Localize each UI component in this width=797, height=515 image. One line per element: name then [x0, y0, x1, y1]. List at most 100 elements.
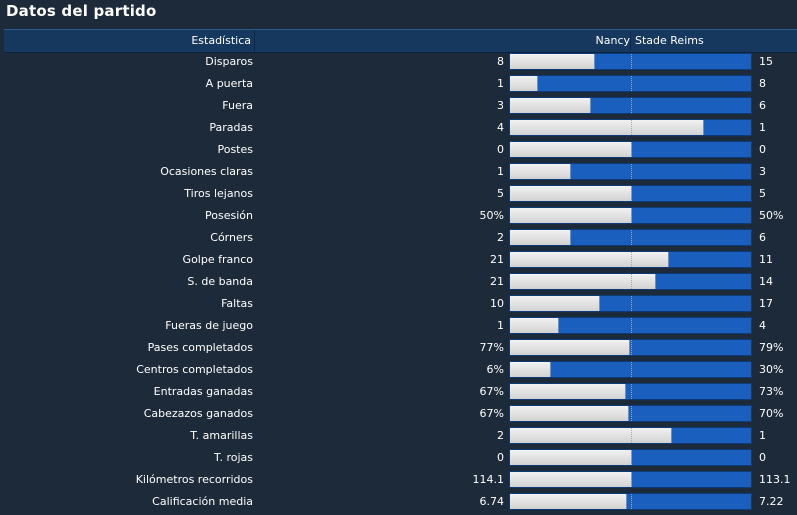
- stat-label: Córners: [210, 231, 253, 244]
- midpoint-marker: [631, 164, 632, 179]
- home-share-fill: [510, 120, 704, 135]
- comparison-bar: [509, 163, 752, 180]
- midpoint-marker: [631, 296, 632, 311]
- midpoint-marker: [631, 406, 632, 421]
- away-value: 14: [759, 275, 773, 288]
- away-value: 6: [759, 99, 766, 112]
- midpoint-marker: [631, 384, 632, 399]
- away-value: 1: [759, 121, 766, 134]
- stat-label: Cabezazos ganados: [143, 407, 253, 420]
- stat-row: Tiros lejanos 5 5: [0, 183, 797, 205]
- home-value: 1: [497, 319, 504, 332]
- home-value: 77%: [479, 341, 504, 354]
- home-value: 1: [497, 165, 504, 178]
- stat-column-header[interactable]: Estadística: [4, 30, 255, 52]
- stat-row: Posesión 50% 50%: [0, 205, 797, 227]
- comparison-bar: [509, 405, 752, 422]
- away-value: 11: [759, 253, 773, 266]
- comparison-bar: [509, 185, 752, 202]
- comparison-bar: [509, 119, 752, 136]
- away-value: 7.22: [759, 495, 784, 508]
- stat-row: Fuera 3 6: [0, 95, 797, 117]
- comparison-bar: [509, 361, 752, 378]
- home-value: 6%: [486, 363, 504, 376]
- comparison-bar: [509, 75, 752, 92]
- page-title: Datos del partido: [6, 2, 157, 20]
- stat-label: T. rojas: [214, 451, 253, 464]
- midpoint-marker: [631, 428, 632, 443]
- away-value: 8: [759, 77, 766, 90]
- comparison-bar: [509, 251, 752, 268]
- home-share-fill: [510, 384, 626, 399]
- stat-row: Córners 2 6: [0, 227, 797, 249]
- comparison-bar: [509, 339, 752, 356]
- stat-row: Pases completados 77% 79%: [0, 337, 797, 359]
- away-value: 73%: [759, 385, 784, 398]
- stat-row: Postes 0 0: [0, 139, 797, 161]
- away-team-header[interactable]: Stade Reims: [635, 34, 704, 47]
- stat-row: T. rojas 0 0: [0, 447, 797, 469]
- away-value: 79%: [759, 341, 784, 354]
- stat-row: Disparos 8 15: [0, 51, 797, 73]
- home-share-fill: [510, 98, 591, 113]
- comparison-bar: [509, 141, 752, 158]
- home-value: 50%: [479, 209, 504, 222]
- home-value: 2: [497, 429, 504, 442]
- home-share-fill: [510, 362, 551, 377]
- stat-row: Centros completados 6% 30%: [0, 359, 797, 381]
- stat-label: Tiros lejanos: [184, 187, 253, 200]
- comparison-bar: [509, 295, 752, 312]
- away-value: 3: [759, 165, 766, 178]
- comparison-bar: [509, 317, 752, 334]
- midpoint-marker: [631, 340, 632, 355]
- stat-label: Disparos: [205, 55, 253, 68]
- away-value: 1: [759, 429, 766, 442]
- away-value: 0: [759, 451, 766, 464]
- home-team-header[interactable]: Nancy: [595, 34, 631, 47]
- home-share-fill: [510, 142, 632, 157]
- home-value: 5: [497, 187, 504, 200]
- midpoint-marker: [631, 98, 632, 113]
- midpoint-marker: [631, 120, 632, 135]
- home-share-fill: [510, 164, 571, 179]
- stat-label: Postes: [217, 143, 253, 156]
- midpoint-marker: [631, 142, 632, 157]
- home-share-fill: [510, 186, 632, 201]
- stat-row: A puerta 1 8: [0, 73, 797, 95]
- away-value: 15: [759, 55, 773, 68]
- home-value: 114.1: [472, 473, 505, 486]
- home-value: 3: [497, 99, 504, 112]
- stat-row: Cabezazos ganados 67% 70%: [0, 403, 797, 425]
- away-value: 113.1: [759, 473, 791, 486]
- stat-label: Faltas: [221, 297, 253, 310]
- stat-label: Fuera: [222, 99, 253, 112]
- home-share-fill: [510, 296, 600, 311]
- comparison-bar: [509, 97, 752, 114]
- home-value: 21: [490, 253, 504, 266]
- comparison-bar: [509, 53, 752, 70]
- comparison-bar: [509, 229, 752, 246]
- stat-column-label: Estadística: [191, 34, 251, 47]
- home-value: 6.74: [479, 495, 505, 508]
- home-value: 21: [490, 275, 504, 288]
- comparison-bar: [509, 449, 752, 466]
- home-share-fill: [510, 428, 672, 443]
- midpoint-marker: [631, 76, 632, 91]
- away-value: 70%: [759, 407, 784, 420]
- midpoint-marker: [631, 494, 632, 509]
- midpoint-marker: [631, 362, 632, 377]
- midpoint-marker: [631, 252, 632, 267]
- stat-label: Posesión: [205, 209, 253, 222]
- home-share-fill: [510, 252, 669, 267]
- midpoint-marker: [631, 54, 632, 69]
- comparison-bar: [509, 493, 752, 510]
- comparison-bar: [509, 427, 752, 444]
- away-value: 17: [759, 297, 773, 310]
- home-value: 0: [497, 143, 504, 156]
- stat-row: Calificación media 6.74 7.22: [0, 491, 797, 513]
- home-share-fill: [510, 318, 559, 333]
- home-value: 67%: [479, 407, 504, 420]
- stat-row: Fueras de juego 1 4: [0, 315, 797, 337]
- stat-row: Faltas 10 17: [0, 293, 797, 315]
- home-value: 10: [490, 297, 504, 310]
